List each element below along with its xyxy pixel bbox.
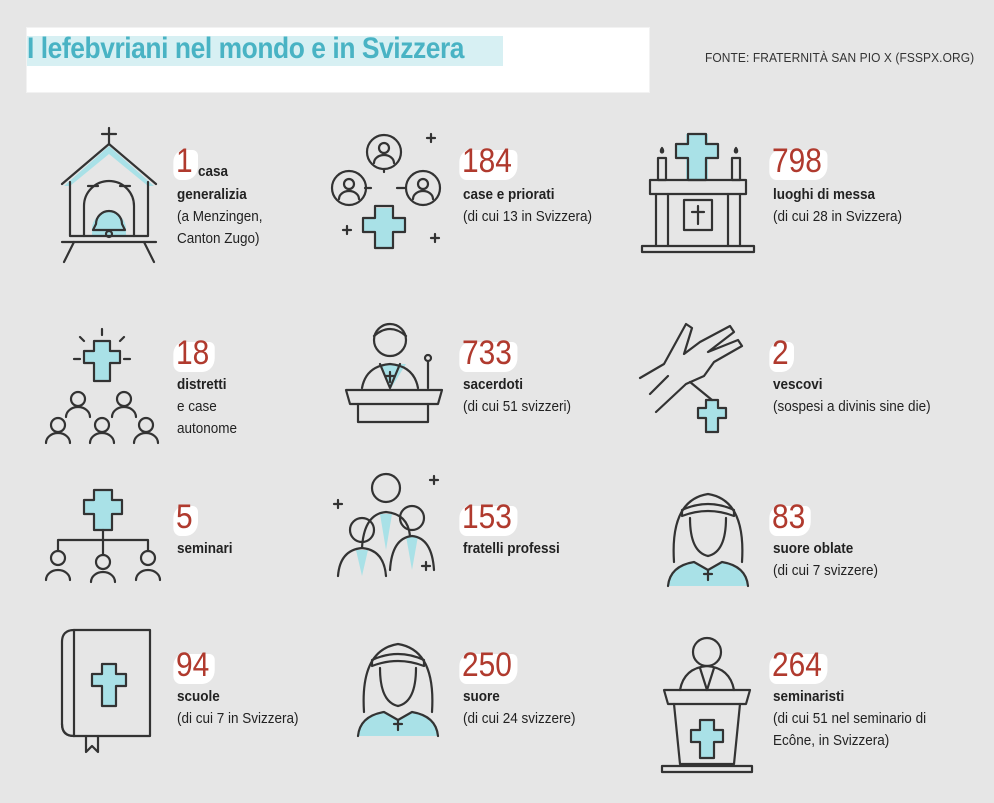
item-number: 18 <box>173 334 215 372</box>
nun-icon <box>356 642 440 738</box>
item-label: fratelli professi <box>463 540 560 557</box>
item-sub: Ecône, in Svizzera) <box>773 732 890 749</box>
item-label: generalizia <box>177 186 247 203</box>
item-label: suore oblate <box>773 540 854 557</box>
item-number: 1 <box>173 142 198 180</box>
item-number: 5 <box>173 498 198 536</box>
item-number: 264 <box>769 646 827 684</box>
item-number: 798 <box>769 142 827 180</box>
seminarian-pulpit-icon <box>660 636 754 774</box>
item-sub: (di cui 28 in Svizzera) <box>773 208 903 225</box>
item-number: 250 <box>459 646 517 684</box>
source-note: FONTE: FRATERNITÀ SAN PIO X (FSSPX.ORG) <box>705 50 975 65</box>
item-number: 733 <box>459 334 517 372</box>
item-sub: (sospesi a divinis sine die) <box>773 398 931 415</box>
church-bell-icon <box>60 126 158 264</box>
item-number: 2 <box>769 334 794 372</box>
brothers-icon <box>332 472 440 578</box>
page-title: I lefebvriani nel mondo e in Svizzera <box>27 32 465 65</box>
item-sub: (di cui 7 svizzere) <box>773 562 879 579</box>
item-label: scuole <box>177 688 220 705</box>
bible-icon <box>60 628 152 754</box>
item-label: vescovi <box>773 376 823 393</box>
item-label: seminaristi <box>773 688 845 705</box>
item-number: 94 <box>173 646 215 684</box>
item-sub: autonome <box>177 420 238 437</box>
item-label: sacerdoti <box>463 376 524 393</box>
altar-icon <box>640 132 756 254</box>
cross-community-icon <box>44 327 160 445</box>
praying-hands-icon <box>638 322 744 434</box>
item-label: case e priorati <box>463 186 555 203</box>
item-number: 83 <box>769 498 811 536</box>
item-label: distretti <box>177 376 227 393</box>
item-sub: (di cui 7 in Svizzera) <box>177 710 299 727</box>
title-highlight <box>27 36 503 66</box>
nun-icon <box>666 492 750 588</box>
item-label-inline: casa <box>198 163 229 180</box>
item-sub: Canton Zugo) <box>177 230 260 247</box>
item-number: 184 <box>459 142 517 180</box>
item-label: seminari <box>177 540 233 557</box>
item-sub: (di cui 51 svizzeri) <box>463 398 572 415</box>
hierarchy-cross-icon <box>44 488 162 584</box>
item-sub: (di cui 13 in Svizzera) <box>463 208 593 225</box>
item-sub: (di cui 51 nel seminario di <box>773 710 927 727</box>
priest-lectern-icon <box>344 322 444 424</box>
item-sub: (di cui 24 svizzere) <box>463 710 576 727</box>
item-sub: e case <box>177 398 217 415</box>
item-label: luoghi di messa <box>773 186 876 203</box>
item-number: 153 <box>459 498 517 536</box>
network-cross-icon <box>330 132 442 250</box>
item-label: suore <box>463 688 500 705</box>
item-sub: (a Menzingen, <box>177 208 263 225</box>
